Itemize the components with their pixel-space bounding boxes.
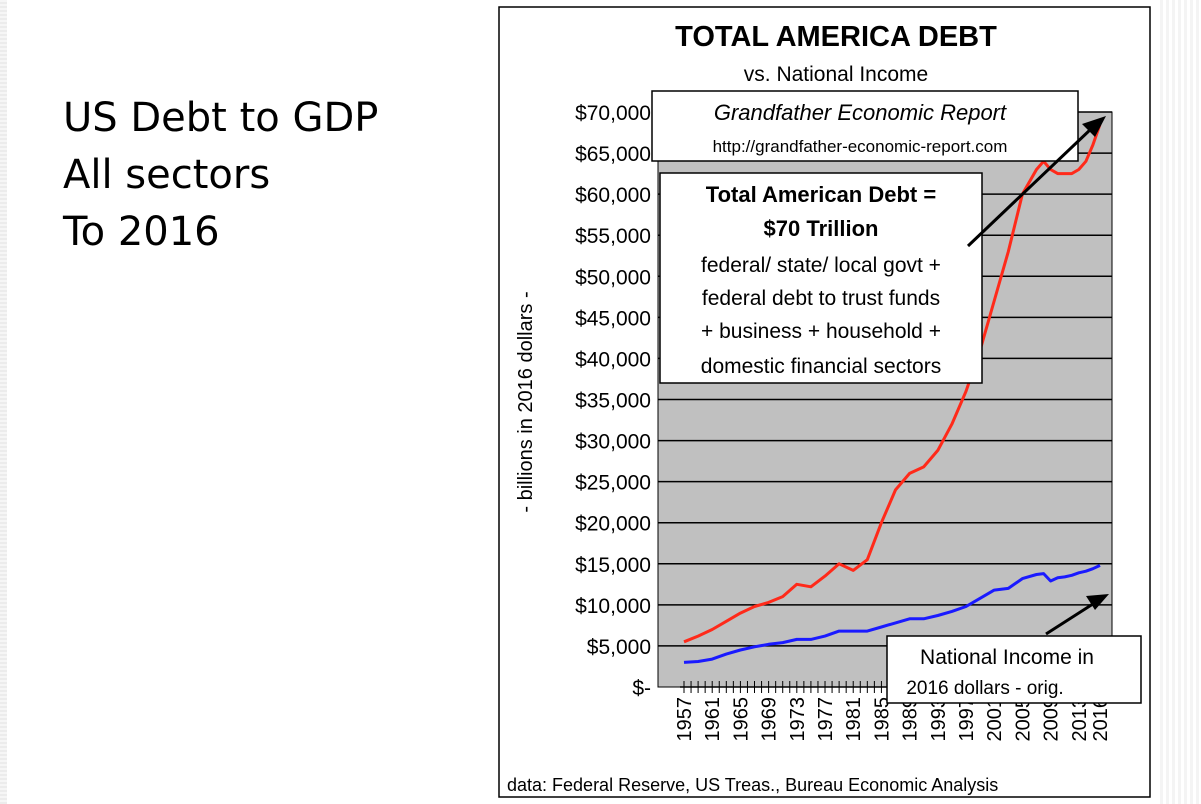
x-tick-label: 1969 [759,697,781,742]
slide-heading-line-3: To 2016 [63,209,220,255]
income-description-box [886,635,1142,704]
x-axis-tick-labels: 1957 1961 1965 1969 1973 1977 1981 1985 1989 1993… [674,697,1112,742]
x-tick-label: 1997 [956,697,978,742]
y-tick-label: $- [632,677,651,700]
debt-box-line-4: domestic financial sectors [701,355,941,378]
income-box-line-2: 2016 dollars - orig. [906,678,1063,699]
x-tick-label: 1973 [787,697,809,742]
y-tick-label: $15,000 [575,554,651,577]
income-box-line-1: National Income in [920,646,1094,669]
x-tick-label: 1989 [900,697,922,742]
debt-box-line-1: federal/ state/ local govt + [701,254,941,277]
x-tick-label: 1977 [815,697,837,742]
y-tick-label: $5,000 [587,636,651,659]
y-tick-label: $65,000 [575,143,651,166]
income-arrow-line [1045,600,1097,636]
x-tick-label: 1961 [702,697,724,742]
chart-subtitle: vs. National Income [744,63,928,86]
report-url: http://grandfather-economic-report.com [713,137,1008,156]
x-tick-label: 2013 [1069,697,1091,742]
y-tick-label: $70,000 [575,102,651,125]
x-tick-label: 2001 [984,697,1006,742]
y-axis-label: - billions in 2016 dollars - [515,291,537,512]
debt-arrowhead-icon [1082,116,1106,137]
y-tick-label: $55,000 [575,225,651,248]
left-edge-decoration [0,0,7,804]
report-title-box [651,90,1079,162]
y-tick-label: $20,000 [575,513,651,536]
series-national-income-line [683,564,1101,664]
slide-heading: US Debt to GDP All sectors To 2016 [63,90,378,261]
x-tick-label: 1993 [928,697,950,742]
y-axis-tick-labels: $- $5,000 $10,000 $15,000 $20,000 $25,000 $30,… [575,102,651,700]
y-tick-label: $50,000 [575,266,651,289]
debt-box-title-2: $70 Trillion [764,216,879,241]
x-tick-label: 2005 [1012,697,1034,742]
y-tick-label: $35,000 [575,390,651,413]
x-tick-label: 1985 [871,697,893,742]
x-tick-label: 1965 [730,697,752,742]
x-tick-label: 1981 [843,697,865,742]
chart-title: TOTAL AMERICA DEBT [675,21,997,53]
source-note: data: Federal Reserve, US Treas., Bureau… [507,775,998,795]
income-arrowhead-icon [1086,594,1109,610]
x-tick-label: 1957 [674,697,696,742]
slide-heading-line-1: US Debt to GDP [63,95,379,141]
debt-box-title-1: Total American Debt = [706,182,936,207]
x-tick-label: 2016 [1090,697,1112,742]
debt-description-box [659,172,983,384]
right-edge-decoration [1160,0,1201,804]
debt-box-line-2: federal debt to trust funds [702,287,940,310]
y-tick-label: $10,000 [575,595,651,618]
debt-box-line-3: + business + household + [701,320,941,343]
series-total-debt-line [683,123,1102,644]
slide-heading-line-2: All sectors [63,152,271,198]
y-tick-label: $25,000 [575,472,651,495]
report-title: Grandfather Economic Report [714,100,1007,125]
x-tick-label: 2009 [1041,697,1063,742]
debt-arrow-line [966,126,1094,248]
y-tick-label: $40,000 [575,348,651,371]
y-tick-label: $30,000 [575,431,651,454]
y-tick-label: $45,000 [575,307,651,330]
y-tick-label: $60,000 [575,184,651,207]
